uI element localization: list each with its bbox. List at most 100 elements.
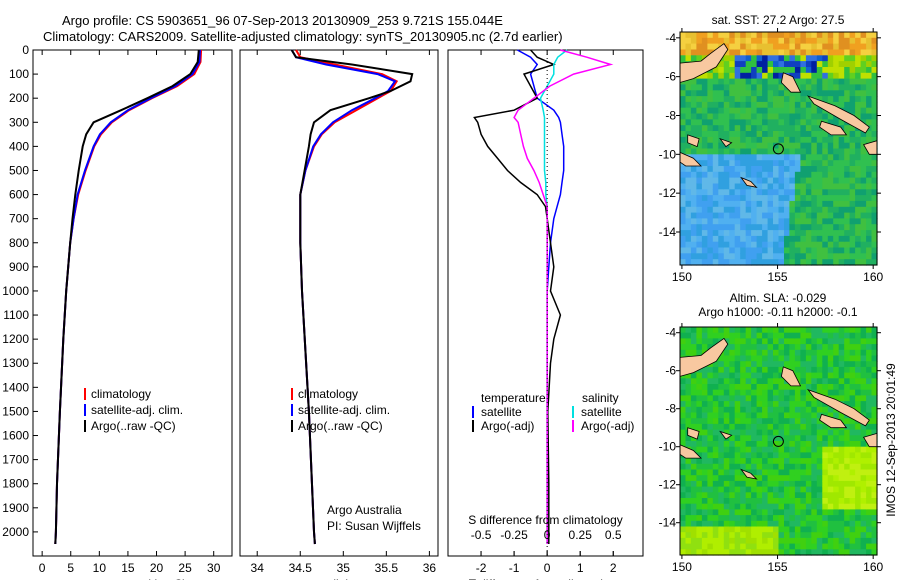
map-cell	[762, 32, 769, 39]
map-cell	[762, 235, 769, 243]
map-cell	[729, 166, 736, 173]
map-cell	[723, 389, 730, 396]
map-cell	[849, 230, 856, 237]
y-tick-label: 400	[9, 139, 29, 153]
map-cell	[729, 37, 736, 45]
map-cell	[794, 177, 801, 184]
map-cell	[805, 389, 812, 396]
map-cell	[773, 37, 780, 45]
map-cell	[838, 177, 845, 184]
map-cell	[729, 72, 736, 80]
map-cell	[871, 515, 878, 522]
map-cell	[866, 412, 873, 419]
map-cell	[860, 492, 867, 499]
map-cell	[707, 166, 714, 173]
map-cell	[789, 142, 796, 150]
map-cell	[762, 166, 769, 173]
map-cell	[871, 195, 878, 202]
map-cell	[805, 206, 812, 214]
map-cell	[690, 486, 697, 493]
map-cell	[729, 43, 736, 50]
map-cell	[855, 492, 862, 499]
map-cell	[751, 515, 758, 522]
map-cell	[800, 349, 807, 357]
map-cell	[866, 452, 873, 459]
map-cell	[756, 332, 763, 339]
map-cell	[849, 395, 856, 402]
map-cell	[794, 125, 801, 132]
map-cell	[827, 378, 834, 385]
map-cell	[745, 166, 752, 173]
map-cell	[789, 148, 796, 155]
map-cell	[773, 189, 780, 196]
legend-label-s_sat: satellite	[581, 405, 622, 419]
map-cell	[690, 549, 697, 556]
lat-tick-label: -12	[659, 186, 677, 200]
map-cell	[701, 84, 708, 91]
map-cell	[751, 543, 758, 550]
map-cell	[751, 549, 758, 556]
map-cell	[805, 218, 812, 225]
map-cell	[718, 452, 725, 459]
map-cell	[701, 344, 708, 351]
map-cell	[680, 177, 687, 184]
map-cell	[762, 218, 769, 225]
map-cell	[860, 520, 867, 528]
map-cell	[789, 384, 796, 391]
map-cell	[707, 90, 714, 97]
map-cell	[745, 406, 752, 414]
map-cell	[805, 372, 812, 379]
map-cell	[701, 125, 708, 132]
map-cell	[745, 486, 752, 493]
map-cell	[849, 235, 856, 243]
map-cell	[718, 67, 725, 74]
map-cell	[844, 327, 851, 334]
map-cell	[767, 458, 774, 465]
map-cell	[811, 78, 818, 85]
map-cell	[855, 498, 862, 505]
legend-label: climatology	[91, 387, 151, 401]
map-cell	[789, 166, 796, 173]
land-mass	[740, 176, 758, 188]
map-cell	[844, 230, 851, 237]
map-cell	[784, 166, 791, 173]
map-cell	[811, 549, 818, 556]
map-cell	[822, 241, 829, 249]
x-tick-label: 10	[93, 561, 107, 575]
map-cell	[707, 378, 714, 385]
map-cell	[696, 515, 703, 522]
map-cell	[816, 160, 823, 167]
map-cell	[800, 389, 807, 396]
map-cell	[855, 32, 862, 39]
map-cell	[729, 160, 736, 167]
map-cell	[729, 96, 736, 103]
map-cell	[822, 423, 829, 431]
map-cell	[701, 372, 708, 379]
map-cell	[767, 355, 774, 362]
map-cell	[838, 90, 845, 97]
map-cell	[827, 452, 834, 459]
map-cell	[707, 418, 714, 425]
map-cell	[838, 549, 845, 556]
map-cell	[822, 49, 829, 56]
map-cell	[690, 218, 697, 225]
map-cell	[729, 463, 736, 471]
map-cell	[751, 412, 758, 419]
map-cell	[680, 119, 687, 126]
map-cell	[751, 230, 758, 237]
map-cell	[816, 520, 823, 528]
map-cell	[805, 537, 812, 545]
map-cell	[756, 366, 763, 374]
map-cell	[811, 55, 818, 62]
map-cell	[866, 458, 873, 465]
map-cell	[838, 389, 845, 396]
map-cell	[723, 537, 730, 545]
map-cell	[773, 480, 780, 488]
map-cell	[778, 549, 785, 556]
map-cell	[816, 475, 823, 482]
map-cell	[745, 355, 752, 362]
map-cell	[767, 384, 774, 391]
map-cell	[767, 61, 774, 68]
map-cell	[827, 412, 834, 419]
map-cell	[718, 32, 725, 39]
